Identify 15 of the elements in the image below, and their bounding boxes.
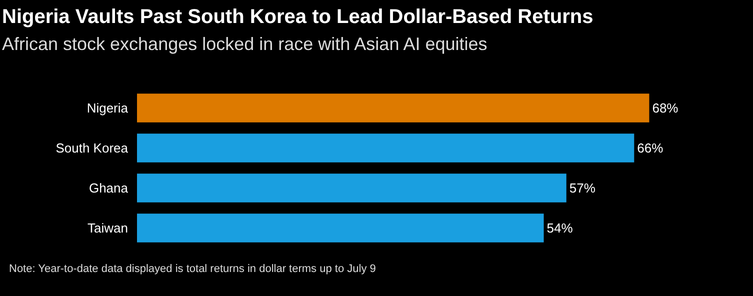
chart-subtitle: African stock exchanges locked in race with Asian AI equities — [2, 34, 488, 54]
y-tick-label: South Korea — [56, 140, 129, 156]
bar — [137, 134, 634, 162]
data-label: 57% — [569, 180, 596, 196]
bar — [137, 214, 544, 242]
bar — [137, 94, 650, 122]
y-tick-label: Taiwan — [88, 220, 128, 236]
data-label: 68% — [652, 100, 679, 116]
y-tick-label: Nigeria — [86, 100, 129, 116]
y-tick-label: Ghana — [88, 180, 129, 196]
data-label: 54% — [546, 220, 574, 236]
chart-title: Nigeria Vaults Past South Korea to Lead Dollar-Based Returns — [2, 6, 594, 28]
data-label: 66% — [637, 140, 664, 156]
bar — [137, 174, 566, 202]
text: Note: Year-to-date data displayed is total returns in dollar terms up to July 9 — [9, 263, 376, 275]
